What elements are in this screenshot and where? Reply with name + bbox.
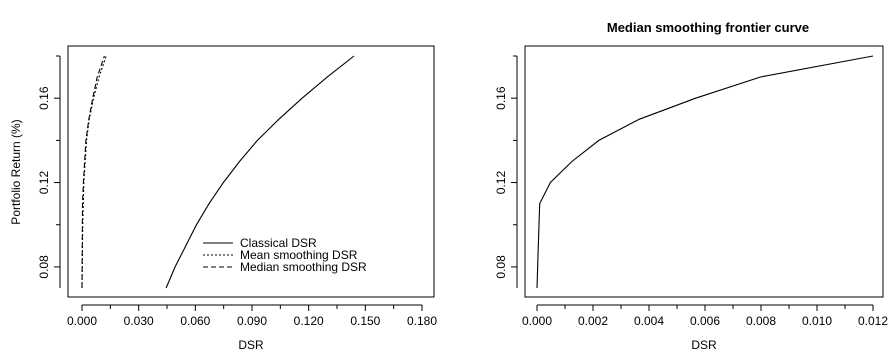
x-tick-label: 0.000 [522,314,552,328]
legend-label: Median smoothing DSR [240,260,367,274]
x-tick-label: 0.150 [350,314,380,328]
y-tick-label: 0.16 [494,86,508,110]
y-tick-label: 0.08 [494,255,508,279]
left-x-axis: 0.000 0.030 0.060 0.090 0.120 0.150 0.180 [67,304,437,328]
right-x-axis: 0.000 0.002 0.004 0.006 0.008 0.010 0.012 [522,304,888,328]
legend-label: Classical DSR [240,236,317,250]
right-series-group [536,55,874,289]
x-tick-label: 0.006 [690,314,720,328]
right-plot-frame [524,45,884,298]
y-tick-label: 0.12 [37,171,51,195]
x-tick-label: 0.090 [237,314,267,328]
x-tick-label: 0.002 [578,314,608,328]
legend-label: Mean smoothing DSR [240,248,358,262]
series-line [165,55,355,289]
right-x-axis-label: DSR [691,338,717,352]
x-tick-label: 0.060 [180,314,210,328]
right-y-axis: 0.08 0.12 0.16 [494,55,518,288]
series-line [81,55,105,289]
left-y-axis: 0.08 0.12 0.16 [37,55,61,288]
x-tick-label: 0.010 [802,314,832,328]
y-tick-label: 0.12 [494,171,508,195]
right-chart: Median smoothing frontier curve 0.000 0.0… [494,20,888,352]
y-tick-label: 0.08 [37,255,51,279]
left-y-axis-label: Portfolio Return (%) [9,119,23,224]
x-tick-label: 0.000 [67,314,97,328]
x-tick-label: 0.004 [634,314,664,328]
right-chart-title: Median smoothing frontier curve [607,20,809,35]
x-tick-label: 0.180 [407,314,437,328]
x-tick-label: 0.012 [858,314,888,328]
left-chart: 0.000 0.030 0.060 0.090 0.120 0.150 0.180 0.08… [9,45,437,352]
series-line [536,55,874,289]
y-tick-label: 0.16 [37,86,51,110]
left-x-axis-label: DSR [238,338,264,352]
left-series-group [81,55,355,289]
x-tick-label: 0.030 [124,314,154,328]
series-line [81,55,107,289]
x-tick-label: 0.120 [294,314,324,328]
x-tick-label: 0.008 [746,314,776,328]
left-plot-frame [67,45,435,298]
